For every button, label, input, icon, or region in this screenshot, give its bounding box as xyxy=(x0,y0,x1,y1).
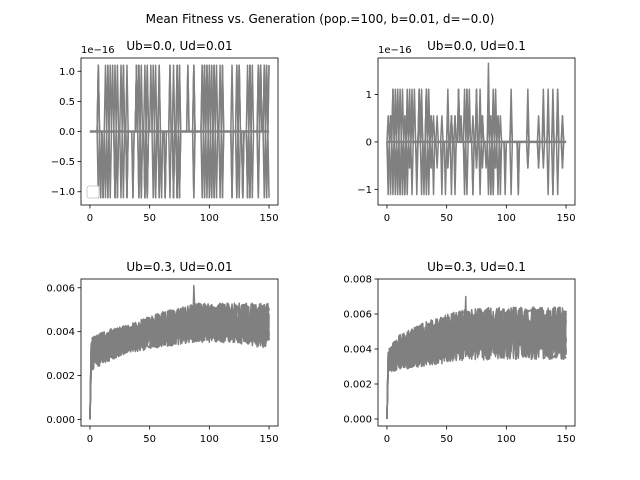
y-tick-label: 0.006 xyxy=(343,310,372,321)
x-tick-label: 100 xyxy=(200,434,219,445)
y-tick-label: 1 xyxy=(366,90,372,101)
x-tick-label: 50 xyxy=(143,213,156,224)
x-tick-label: 0 xyxy=(384,213,390,224)
axis-offset-label: 1e−16 xyxy=(81,45,115,56)
x-tick-label: 50 xyxy=(440,213,453,224)
axes-frame xyxy=(377,278,576,427)
y-tick-label: 0 xyxy=(366,137,372,148)
y-tick-label: 0.000 xyxy=(46,415,75,426)
x-tick-label: 100 xyxy=(200,213,219,224)
x-tick-label: 150 xyxy=(259,213,278,224)
y-tick-label: 0.002 xyxy=(343,380,372,391)
subplot-title: Ub=0.0, Ud=0.1 xyxy=(427,39,526,53)
y-tick-label: 0.0 xyxy=(59,127,75,138)
x-tick-label: 150 xyxy=(259,434,278,445)
series-group xyxy=(386,62,567,196)
subplot-1: 0 50 100 150 −1.0 −0.5 0.0 0.5 1.0 1e−16 Ub=0.0, U… xyxy=(51,39,279,224)
x-tick-label: 0 xyxy=(87,434,93,445)
y-tick-label: −1.0 xyxy=(51,187,75,198)
x-tick-label: 100 xyxy=(497,213,516,224)
x-tick-label: 150 xyxy=(556,434,575,445)
subplot-3: 0 50 100 150 0.000 0.002 0.004 0.006 Ub=0.3, Ud=… xyxy=(46,260,278,445)
y-tick-label: −0.5 xyxy=(51,157,75,168)
x-tick-label: 100 xyxy=(497,434,516,445)
series-group xyxy=(89,284,270,420)
series-group xyxy=(386,295,567,420)
y-tick-label: 0.008 xyxy=(343,275,372,286)
series-group xyxy=(89,64,270,199)
subplot-4: 0 50 100 150 0.000 0.002 0.004 0.006 0.008 Ub=0.3… xyxy=(343,260,575,445)
axis-offset-label: 1e−16 xyxy=(378,45,412,56)
x-tick-label: 150 xyxy=(556,213,575,224)
subplot-title: Ub=0.0, Ud=0.01 xyxy=(126,39,232,53)
series-line xyxy=(386,306,567,420)
x-tick-label: 50 xyxy=(440,434,453,445)
x-tick-label: 0 xyxy=(384,434,390,445)
series-line xyxy=(386,306,567,420)
y-tick-label: 0.000 xyxy=(343,415,372,426)
y-tick-label: 0.5 xyxy=(59,97,75,108)
y-tick-label: 0.002 xyxy=(46,371,75,382)
subplot-title: Ub=0.3, Ud=0.1 xyxy=(427,260,526,274)
axes-frame xyxy=(377,57,576,206)
y-tick-label: −1 xyxy=(357,185,372,196)
y-tick-label: 0.004 xyxy=(46,327,75,338)
axes-frame xyxy=(80,278,279,427)
y-tick-label: 0.006 xyxy=(46,283,75,294)
series-line xyxy=(89,302,270,420)
x-tick-label: 0 xyxy=(87,213,93,224)
subplot-2: 0 50 100 150 −1 0 1 1e−16 Ub=0.0, Ud=0.1 xyxy=(357,39,575,224)
figure-title: Mean Fitness vs. Generation (pop.=100, b… xyxy=(146,12,495,26)
y-tick-label: 0.004 xyxy=(343,345,372,356)
legend-box xyxy=(86,185,100,199)
series-line xyxy=(386,306,567,420)
y-tick-label: 1.0 xyxy=(59,67,75,78)
x-tick-label: 50 xyxy=(143,434,156,445)
subplot-title: Ub=0.3, Ud=0.01 xyxy=(126,260,232,274)
